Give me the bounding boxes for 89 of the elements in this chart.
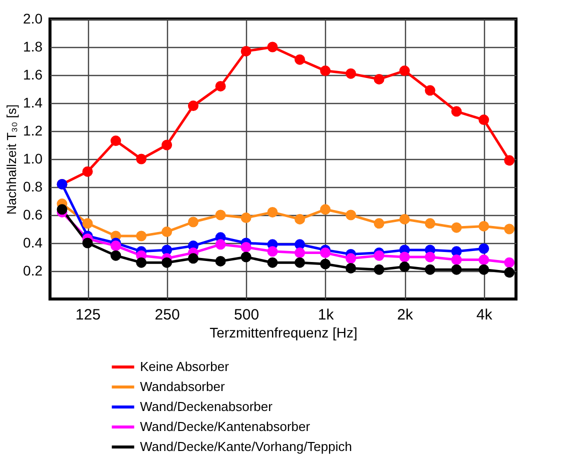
point [215,210,226,220]
point [451,222,462,233]
point [110,136,122,146]
point [188,216,198,228]
point [188,253,198,264]
point [162,257,172,268]
legend-label: Keine Absorber [140,359,230,374]
point [346,253,356,264]
point [82,238,93,248]
point [374,74,384,84]
y-tick-label: 1.2 [23,122,43,138]
point [136,154,147,164]
point [294,248,306,258]
point [215,80,226,92]
point [294,239,306,250]
point [240,46,252,56]
y-tick-label: 1.8 [23,38,43,54]
point [267,42,278,52]
point [424,218,436,229]
point [504,155,515,166]
point [451,264,462,275]
y-tick-label: 0.4 [23,234,43,250]
legend-label: Wand/Decke/Kante/Vorhang/Teppich [140,439,352,454]
point [399,66,410,76]
point [162,226,172,238]
point [136,257,147,268]
legend-label: Wand/Deckenabsorber [140,399,274,414]
point [424,85,436,96]
point [136,230,147,242]
point [478,254,490,266]
point [320,204,331,215]
point [82,218,93,229]
point [478,243,490,254]
point [451,106,462,117]
point [294,257,306,268]
legend-label: Wandabsorber [140,379,226,394]
x-tick-label: 1k [318,306,334,324]
point [215,256,226,266]
point [374,250,384,261]
point [504,257,515,268]
y-tick-label: 1.6 [23,66,43,82]
x-tick-label: 4k [476,306,493,324]
y-tick-label: 1.0 [23,150,43,166]
point [320,248,331,258]
y-tick-label: 0.2 [23,262,43,278]
x-tick-label: 500 [234,306,260,324]
point [346,68,356,79]
point [240,252,252,262]
y-tick-label: 2.0 [23,10,43,26]
point [478,220,490,232]
x-axis-title: Terzmittenfrequenz [Hz] [210,324,358,340]
point [399,252,410,262]
point [399,214,410,224]
legend-label: Wand/Decke/Kantenabsorber [140,419,311,434]
y-axis-title: Nachhallzeit T₃₀ [s] [4,104,20,215]
x-tick-label: 125 [76,306,101,324]
point [346,262,356,274]
point [504,224,515,234]
point [504,267,515,278]
point [294,214,306,224]
point [346,210,356,220]
point [451,254,462,266]
point [424,264,436,275]
point [478,264,490,275]
point [162,140,172,150]
point [320,258,331,270]
point [267,206,278,218]
point [478,114,490,126]
point [240,242,252,252]
point [240,212,252,224]
y-tick-label: 1.4 [23,94,43,110]
y-tick-label: 0.8 [23,178,43,194]
point [374,218,384,229]
point [424,252,436,262]
point [267,246,278,257]
point [294,54,306,65]
y-tick-label: 0.6 [23,206,43,222]
point [110,250,122,261]
point [110,240,122,252]
point [56,204,68,215]
point [374,264,384,275]
point [215,239,226,250]
point [82,166,93,177]
point [320,66,331,76]
point [399,262,410,272]
point [188,100,198,112]
x-tick-label: 2k [397,306,414,324]
x-tick-label: 250 [154,306,180,324]
point [267,257,278,268]
